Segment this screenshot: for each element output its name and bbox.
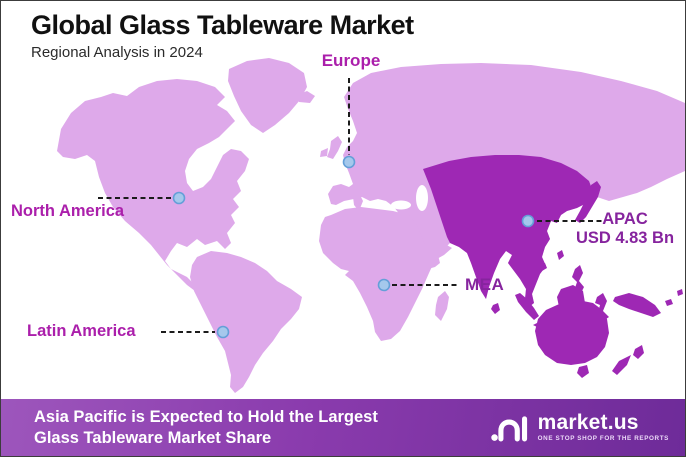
continent-south-america [190,251,302,393]
footer-headline: Asia Pacific is Expected to Hold the Lar… [34,407,378,449]
islands-pacific [665,289,683,306]
brand-name: market.us [537,411,639,434]
island-great-britain [327,136,342,159]
footer-headline-line2: Glass Tableware Market Share [34,429,272,447]
region-label-europe: Europe [321,51,381,70]
region-label-north-america: North America [11,202,125,220]
region-label-latin-america: Latin America [27,322,136,340]
island-sulawesi [595,293,609,321]
marker-north-america [172,191,186,205]
footer-banner: Asia Pacific is Expected to Hold the Lar… [1,399,685,456]
apac-market-value: USD 4.83 Bn [575,229,675,247]
island-sri-lanka [491,303,500,314]
page-subtitle: Regional Analysis in 2024 [31,43,203,61]
region-label-apac: APAC USD 4.83 Bn [571,210,679,248]
caspian-sea [416,185,428,211]
black-sea [391,200,411,210]
footer-headline-line1: Asia Pacific is Expected to Hold the Lar… [34,408,378,426]
island-hainan [540,263,547,271]
continent-australia [535,301,609,365]
continent-africa [319,207,452,341]
marker-mea [377,278,391,292]
marker-apac [521,214,535,228]
islands-philippines [572,265,584,295]
island-tasmania [577,365,589,378]
islands-japan [575,181,601,223]
connector-group [98,78,604,333]
apac-name: APAC [602,210,648,228]
peninsula-italy [353,193,363,211]
apac-mainland-asia [423,155,595,307]
island-madagascar [435,291,449,321]
island-iceland [297,91,315,103]
island-greenland [228,58,307,133]
marker-group [172,155,535,339]
continent-north-america [57,79,249,291]
header: Global Glass Tableware Market Regional A… [31,10,414,61]
market-us-logo-icon [490,415,527,441]
region-apac-landmass [423,155,683,378]
region-label-mea: MEA [465,275,505,294]
brand-tagline: ONE STOP SHOP FOR THE REPORTS [537,435,669,442]
brand-text-block: market.us ONE STOP SHOP FOR THE REPORTS [537,411,669,442]
island-ireland [320,148,328,157]
island-sumatra [515,293,539,320]
islands-new-zealand [612,345,644,375]
marker-europe [342,155,356,169]
brand-logo: market.us ONE STOP SHOP FOR THE REPORTS [490,412,669,444]
marker-latin-america [216,325,230,339]
page-title: Global Glass Tableware Market [31,10,414,40]
island-taiwan [557,250,564,260]
island-new-guinea [613,293,661,317]
